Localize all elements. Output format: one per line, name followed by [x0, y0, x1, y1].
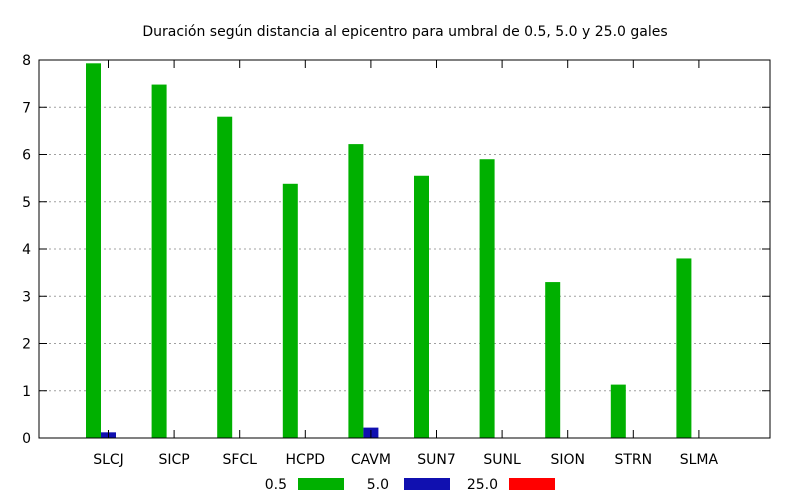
y-tick-label: 3 [22, 289, 31, 305]
bar-sfcl-0_5 [217, 116, 233, 438]
x-tick-label: SLCJ [93, 452, 124, 468]
y-tick-label: 4 [22, 242, 31, 258]
x-tick-label: SION [550, 452, 585, 468]
bar-sunl-0_5 [479, 159, 495, 438]
grid-lines [39, 106, 770, 392]
plot-frame [38, 59, 771, 439]
y-tick-label: 6 [22, 148, 31, 164]
bars [86, 63, 692, 439]
legend: 0.5 5.0 25.0 [265, 477, 555, 493]
x-axis: SLCJ SICP SFCL HCPD CAVM SUN7 SUNL SION STRN SLMA [93, 60, 718, 468]
y-axis: 0 1 2 3 4 5 6 7 8 [22, 53, 770, 447]
y-tick-label: 7 [22, 100, 31, 116]
x-tick-label: CAVM [351, 452, 391, 468]
chart-title: Duración según distancia al epicentro pa… [142, 24, 667, 40]
y-tick-label: 8 [22, 53, 31, 69]
x-tick-label: SUN7 [417, 452, 456, 468]
bar-sun7-0_5 [414, 175, 429, 438]
bar-slma-0_5 [676, 258, 692, 438]
legend-label: 25.0 [467, 477, 498, 493]
legend-swatch [404, 478, 450, 490]
bar-sion-0_5 [545, 282, 561, 438]
legend-label: 5.0 [367, 477, 389, 493]
y-tick-label: 1 [22, 384, 31, 400]
x-tick-label: SUNL [483, 452, 521, 468]
y-tick-label: 2 [22, 337, 31, 353]
y-tick-label: 5 [22, 195, 31, 211]
x-tick-label: SLMA [680, 452, 719, 468]
y-tick-label: 0 [22, 431, 31, 447]
x-tick-label: SICP [158, 452, 189, 468]
x-tick-label: STRN [614, 452, 652, 468]
bar-cavm-0_5 [348, 144, 364, 439]
x-tick-label: HCPD [286, 452, 326, 468]
bar-slcj-0_5 [86, 63, 101, 439]
legend-label: 0.5 [265, 477, 287, 493]
x-tick-label: SFCL [222, 452, 257, 468]
bar-strn-0_5 [610, 384, 626, 438]
legend-swatch [509, 478, 555, 490]
bar-sicp-0_5 [151, 84, 167, 438]
bar-hcpd-0_5 [282, 183, 298, 438]
legend-swatch [298, 478, 344, 490]
